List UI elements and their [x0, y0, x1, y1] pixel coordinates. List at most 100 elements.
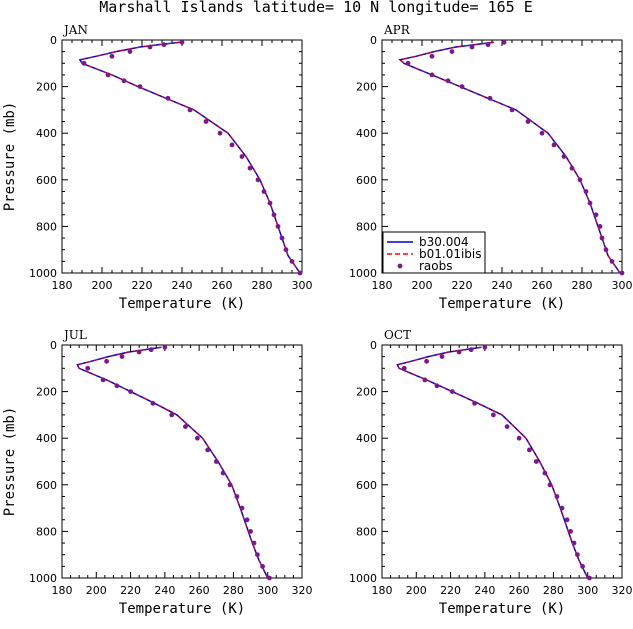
plot-frame: [381, 344, 623, 579]
y-tick-label: 600: [356, 479, 377, 492]
raobs-point: [247, 165, 253, 171]
panel-jul: JUL 180 200 220 240 260 280 300 320 0 200 400 600 800…: [2, 328, 313, 617]
raobs-point: [283, 247, 289, 253]
y-tick-label: 0: [50, 34, 57, 47]
y-tick-label: 200: [36, 81, 57, 94]
y-tick-label: 200: [36, 386, 57, 399]
raobs-point: [119, 354, 125, 359]
y-tick-label: 1000: [29, 267, 57, 280]
raobs-point: [571, 540, 577, 546]
legend-entry: b30.004: [419, 235, 469, 249]
x-tick-label: 240: [492, 279, 513, 292]
raobs-point: [564, 517, 570, 523]
raobs-point: [472, 400, 477, 406]
raobs-point: [587, 575, 592, 581]
y-tick-label: 400: [36, 432, 57, 445]
raobs-point: [559, 505, 565, 511]
y-tick-label: 400: [356, 432, 377, 445]
raobs-point: [525, 119, 531, 124]
raobs-point: [401, 365, 407, 371]
raobs-point: [162, 344, 168, 350]
raobs-point: [183, 424, 188, 429]
raobs-point: [85, 365, 91, 371]
series-b30-004-line: [76, 346, 269, 579]
x-tick-label: 180: [52, 279, 73, 292]
raobs-point: [554, 494, 560, 499]
raobs-point: [279, 235, 285, 241]
y-axis-label: Pressure (mb): [2, 407, 18, 517]
raobs-point: [491, 412, 496, 418]
x-tick-label: 200: [406, 584, 427, 597]
y-tick-label: 800: [36, 525, 57, 538]
raobs-point: [179, 39, 185, 45]
raobs-point: [251, 540, 257, 546]
raobs-point: [297, 270, 303, 276]
raobs-point: [561, 154, 567, 159]
raobs-point: [234, 494, 240, 499]
y-tick-label: 800: [356, 220, 377, 233]
raobs-point: [583, 189, 589, 194]
x-axis-label: Temperature (K): [119, 296, 245, 312]
raobs-point: [213, 459, 219, 464]
raobs-point: [244, 517, 250, 523]
y-tick-label: 200: [356, 386, 377, 399]
legend-box: [382, 231, 486, 274]
raobs-point: [405, 60, 411, 66]
x-tick-label: 180: [372, 279, 393, 292]
series-b01-01ibis-line: [76, 346, 269, 579]
raobs-point: [516, 435, 522, 441]
figure-title: Marshall Islands latitude= 10 N longitud…: [99, 0, 532, 16]
raobs-point: [459, 84, 465, 89]
x-tick-label: 300: [577, 584, 598, 597]
y-tick-label: 600: [36, 174, 57, 187]
raobs-point: [148, 347, 154, 353]
y-tick-label: 1000: [349, 267, 377, 280]
raobs-point: [501, 39, 507, 45]
y-tick-label: 600: [36, 479, 57, 492]
x-tick-label: 180: [372, 584, 393, 597]
raobs-point: [161, 42, 167, 48]
raobs-point: [261, 189, 267, 194]
raobs-point: [220, 470, 226, 476]
raobs-point: [187, 107, 193, 113]
raobs-point: [81, 60, 87, 66]
raobs-point: [128, 389, 134, 394]
raobs-point: [248, 529, 254, 534]
raobs-point: [593, 212, 599, 218]
y-tick-label: 400: [36, 127, 57, 140]
series-b01-01ibis-line: [398, 41, 621, 274]
raobs-point: [275, 224, 281, 229]
x-tick-label: 260: [212, 279, 233, 292]
legend-entry: raobs: [419, 259, 453, 273]
y-tick-label: 1000: [349, 572, 377, 585]
raobs-point: [509, 107, 515, 113]
raobs-point: [239, 505, 245, 511]
raobs-point: [267, 200, 273, 206]
y-tick-label: 1000: [29, 572, 57, 585]
panel-label: JAN: [62, 23, 88, 37]
x-tick-label: 320: [612, 584, 633, 597]
x-tick-label: 220: [132, 279, 153, 292]
series-b30-004-line: [78, 41, 301, 274]
x-axis-label: Temperature (K): [439, 601, 565, 617]
raobs-point: [539, 130, 545, 136]
series-b01-01ibis-line: [79, 41, 301, 274]
raobs-point: [482, 344, 488, 350]
y-tick-label: 400: [356, 127, 377, 140]
y-tick-label: 800: [36, 220, 57, 233]
x-tick-label: 260: [189, 584, 210, 597]
y-tick-label: 0: [370, 34, 377, 47]
raobs-point: [445, 78, 451, 84]
raobs-point: [136, 349, 142, 355]
raobs-point: [121, 78, 127, 84]
x-tick-label: 220: [440, 584, 461, 597]
raobs-point: [603, 247, 609, 253]
panels: JAN 180 200 220 240 260 280 300 0 200 400 600 800 100…: [2, 23, 633, 617]
raobs-point: [289, 259, 295, 264]
raobs-point: [485, 42, 491, 48]
raobs-point: [104, 358, 109, 364]
raobs-point: [429, 53, 435, 59]
x-tick-label: 320: [292, 584, 313, 597]
raobs-point: [439, 354, 445, 359]
